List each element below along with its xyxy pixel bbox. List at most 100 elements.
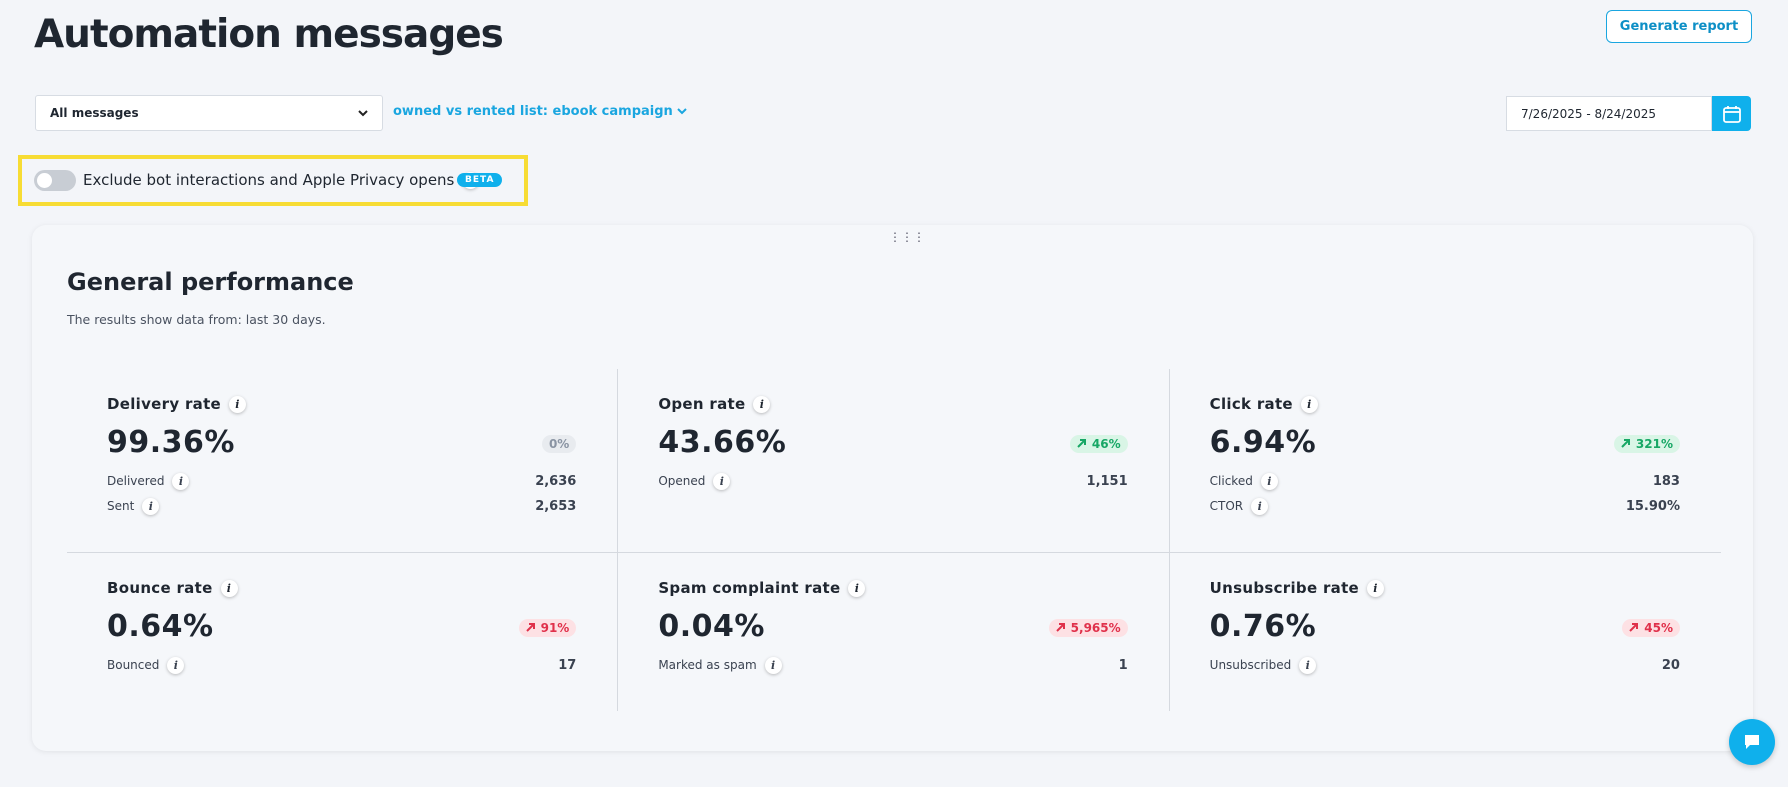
info-icon[interactable]: i <box>1251 498 1269 515</box>
date-range[interactable]: 7/26/2025 - 8/24/2025 <box>1506 96 1712 131</box>
metric-card: Unsubscribe rate i 0.76% 45% Unsubscribed i 20 <box>1170 553 1721 711</box>
row-value: 1 <box>1118 658 1128 673</box>
metric-row: Marked as spam i 1 <box>658 656 1128 675</box>
row-value: 1,151 <box>1086 474 1128 489</box>
change-text: 91% <box>540 621 570 635</box>
metric-row: Clicked i 183 <box>1210 472 1680 491</box>
metric-card: Bounce rate i 0.64% 91% Bounced i 17 <box>67 553 619 711</box>
row-label-text: Clicked <box>1209 474 1253 488</box>
message-select[interactable]: All messages <box>35 95 383 131</box>
metric-title-text: Open rate <box>658 395 746 413</box>
trend-arrow <box>1621 439 1630 448</box>
row-label: Delivered i <box>107 473 190 490</box>
metric-rows: Unsubscribed i 20 <box>1210 656 1680 675</box>
metric-row: Bounced i 17 <box>107 656 576 675</box>
change-badge: 0% <box>541 435 577 453</box>
toggle-text: Exclude bot interactions and Apple Priva… <box>83 171 455 189</box>
metric-rows: Clicked i 183 CTOR i 15.90% <box>1210 472 1680 516</box>
list-filter-text: owned vs rented list: ebook campaign <box>393 104 673 119</box>
info-icon[interactable]: i <box>713 473 731 490</box>
change-badge: 5,965% <box>1048 619 1128 637</box>
metric-title: Delivery rate i <box>107 393 576 415</box>
info-icon[interactable]: i <box>229 395 247 413</box>
metric-title-text: Bounce rate <box>107 579 213 597</box>
metric-title-text: Click rate <box>1209 395 1293 413</box>
metric-row: Delivered i 2,636 <box>107 472 576 491</box>
row-label: Clicked i <box>1210 473 1278 490</box>
info-icon[interactable]: i <box>1367 579 1385 597</box>
calendar-icon <box>1722 105 1741 123</box>
change-text: 5,965% <box>1070 621 1121 635</box>
row-label-text: Bounced <box>107 658 160 672</box>
trend-arrow <box>525 623 535 632</box>
row-value: 2,653 <box>535 499 577 514</box>
metric-rows: Opened i 1,151 <box>658 472 1128 491</box>
trend-arrow <box>1055 623 1065 632</box>
metric-value: 0.76% <box>1209 609 1317 644</box>
row-value: 17 <box>558 658 577 673</box>
metric-value: 6.94% <box>1209 425 1317 460</box>
drag-handle[interactable]: ⋮⋮⋮ <box>889 230 925 244</box>
generate-report-button[interactable]: Generate report <box>1606 10 1752 43</box>
performance-panel <box>32 225 1753 751</box>
row-label: Unsubscribed i <box>1210 657 1317 674</box>
metric-row: Unsubscribed i 20 <box>1210 656 1680 675</box>
metric-value: 0.64% <box>107 609 214 644</box>
select-value: All messages <box>50 106 139 120</box>
info-icon[interactable]: i <box>1299 657 1317 674</box>
row-value: 15.90% <box>1625 499 1680 514</box>
metrics-grid: Delivery rate i 99.36% 0% Delivered i 2,636 Sen… <box>67 369 1721 711</box>
metric-rows: Bounced i 17 <box>107 656 576 675</box>
beta-badge: BETA <box>457 173 503 187</box>
toggle-switch[interactable] <box>34 170 76 191</box>
row-label: Opened i <box>658 473 731 490</box>
change-badge: 46% <box>1069 435 1128 453</box>
metric-title: Unsubscribe rate i <box>1210 577 1680 599</box>
row-label: Bounced i <box>107 657 185 674</box>
trend-arrow <box>1629 623 1639 632</box>
metric-row: Sent i 2,653 <box>107 497 576 516</box>
row-label-text: Marked as spam <box>658 658 757 672</box>
toggle-label: Exclude bot interactions and Apple Priva… <box>83 171 480 189</box>
metric-row: Opened i 1,151 <box>658 472 1128 491</box>
metric-title-text: Unsubscribe rate <box>1209 579 1360 597</box>
change-badge: 321% <box>1613 435 1680 453</box>
info-icon[interactable]: i <box>753 395 771 413</box>
info-icon[interactable]: i <box>848 579 866 597</box>
metric-value: 0.04% <box>658 609 765 644</box>
metric-title-text: Spam complaint rate <box>658 579 841 597</box>
row-label-text: Delivered <box>107 474 165 488</box>
metric-card: Delivery rate i 99.36% 0% Delivered i 2,636 Sen… <box>67 369 619 553</box>
change-text: 0% <box>548 437 570 451</box>
metric-title: Open rate i <box>658 393 1127 415</box>
metric-title: Spam complaint rate i <box>658 577 1127 599</box>
metric-row: CTOR i 15.90% <box>1210 497 1680 516</box>
row-label-text: CTOR <box>1209 499 1244 513</box>
chevron <box>677 108 688 115</box>
panel-subtitle: The results show data from: last 30 days… <box>67 312 326 327</box>
change-badge: 91% <box>518 619 577 637</box>
highlight-box <box>18 155 528 206</box>
chat-button[interactable] <box>1729 719 1775 765</box>
info-icon[interactable]: i <box>220 579 238 597</box>
metric-value: 43.66% <box>658 425 787 460</box>
trend-arrow <box>1077 439 1086 448</box>
list-filter[interactable]: owned vs rented list: ebook campaign <box>393 104 688 119</box>
row-label: CTOR i <box>1210 498 1269 515</box>
info-icon[interactable]: i <box>142 498 160 515</box>
metric-title: Bounce rate i <box>107 577 576 599</box>
info-icon[interactable]: i <box>1300 395 1318 413</box>
row-label-text: Sent <box>107 499 135 513</box>
row-value: 183 <box>1652 474 1680 489</box>
calendar-button[interactable] <box>1712 96 1751 131</box>
metric-rows: Marked as spam i 1 <box>658 656 1128 675</box>
metric-card: Spam complaint rate i 0.04% 5,965% Marked as… <box>618 553 1170 711</box>
metric-value: 99.36% <box>107 425 235 460</box>
metric-card: Open rate i 43.66% 46% Opened i 1,151 <box>618 369 1170 553</box>
info-icon[interactable]: i <box>1260 473 1278 490</box>
info-icon[interactable]: i <box>172 473 190 490</box>
info-icon[interactable]: i <box>764 657 782 674</box>
info-icon[interactable]: i <box>167 657 185 674</box>
metric-rows: Delivered i 2,636 Sent i 2,653 <box>107 472 576 516</box>
